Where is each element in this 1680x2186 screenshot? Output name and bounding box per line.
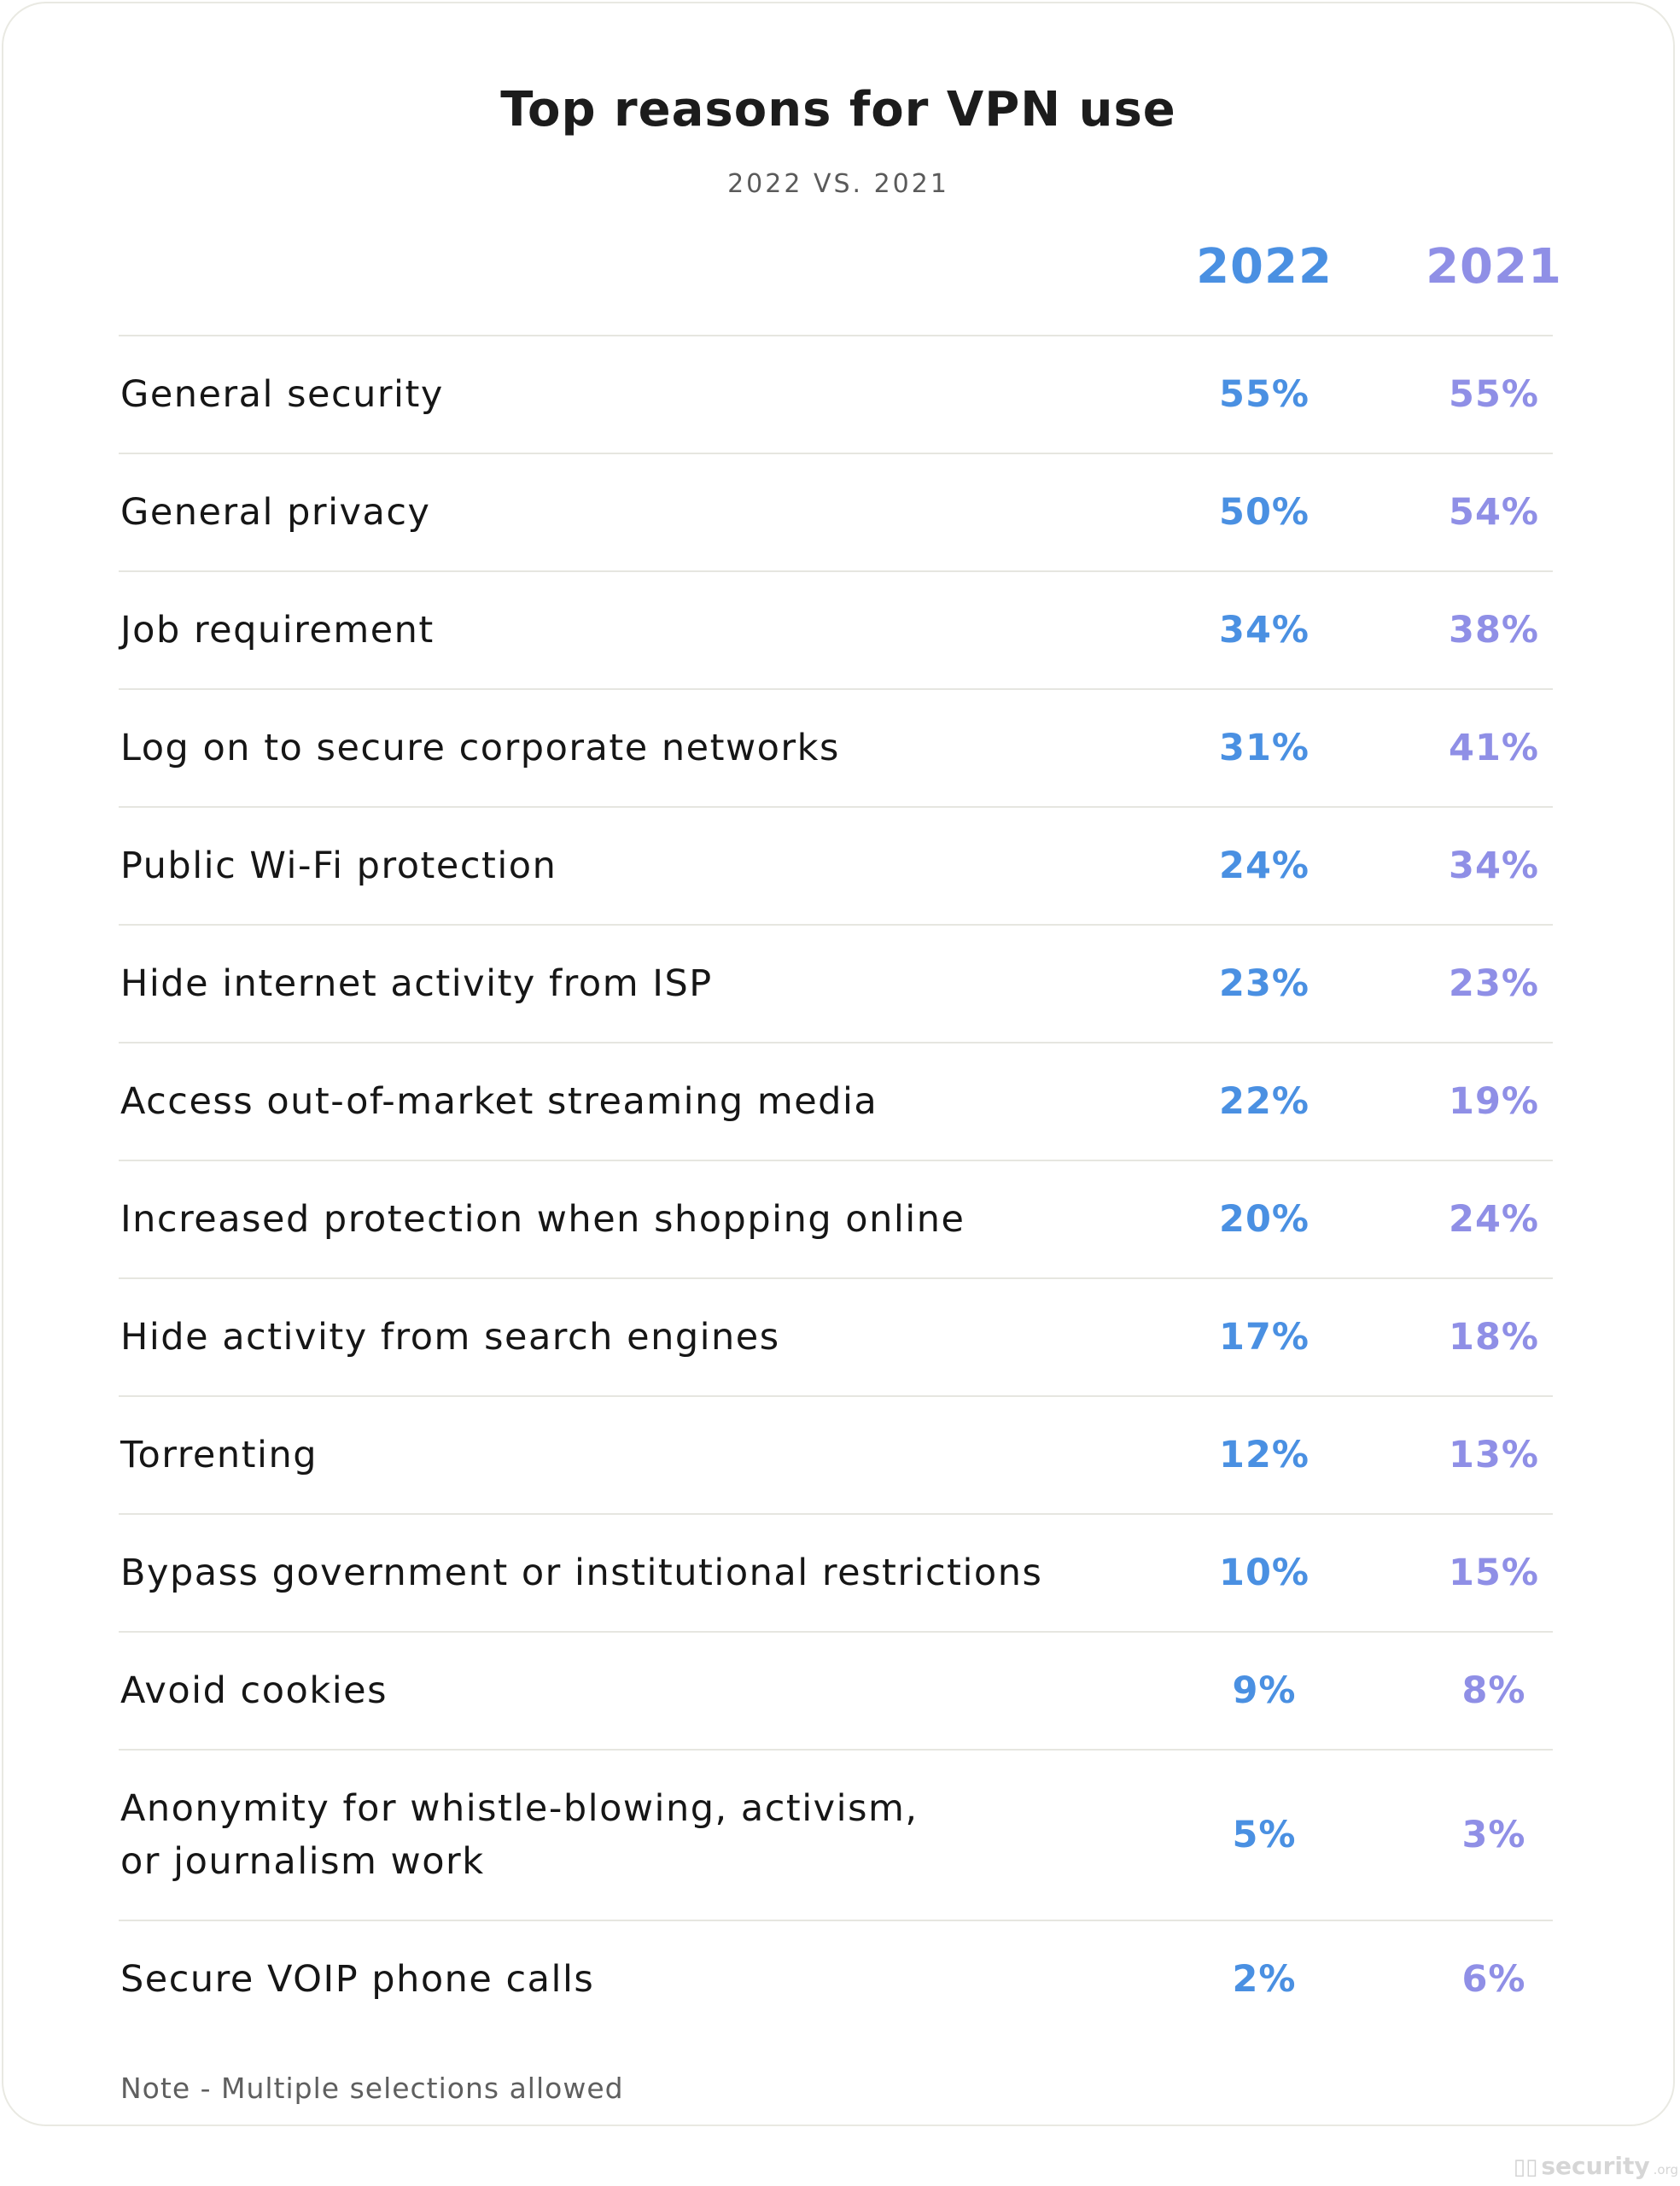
value-2021: 19%	[1449, 1080, 1539, 1123]
row-label: Increased protection when shopping onlin…	[120, 1161, 1162, 1277]
row-divider	[119, 453, 1553, 454]
table-row: Log on to secure corporate networks 31% 41…	[119, 690, 1553, 806]
value-2022: 17%	[1219, 1316, 1310, 1359]
table-row: Secure VOIP phone calls 2% 6%	[119, 1921, 1553, 2037]
logo-tld: .org	[1653, 2162, 1678, 2177]
row-label: Hide activity from search engines	[120, 1279, 1162, 1395]
row-divider	[119, 1277, 1553, 1279]
table-row: Anonymity for whistle-blowing, activism,…	[119, 1751, 1553, 1920]
value-2021: 3%	[1461, 1814, 1526, 1856]
value-2021: 34%	[1449, 845, 1539, 887]
row-label: General security	[120, 336, 1162, 453]
row-divider	[119, 1920, 1553, 1921]
value-2021: 15%	[1449, 1552, 1539, 1594]
row-label-text: Hide internet activity from ISP	[120, 962, 713, 1005]
value-2021: 18%	[1449, 1316, 1539, 1359]
row-label-text: Bypass government or institutional restr…	[120, 1552, 1043, 1594]
value-2021: 38%	[1449, 609, 1539, 652]
table-row: Access out-of-market streaming media 22% 1…	[119, 1043, 1553, 1160]
row-divider	[119, 1513, 1553, 1515]
value-2022: 50%	[1219, 491, 1310, 534]
value-2021: 23%	[1449, 962, 1539, 1005]
row-divider	[119, 1395, 1553, 1397]
row-label: Torrenting	[120, 1397, 1162, 1513]
table-row: Bypass government or institutional restr…	[119, 1515, 1553, 1631]
value-2022: 34%	[1219, 609, 1310, 652]
row-label: Avoid cookies	[120, 1633, 1162, 1749]
row-label-text: Access out-of-market streaming media	[120, 1080, 878, 1123]
column-header-2021: 2021	[1426, 239, 1562, 295]
value-2022: 24%	[1219, 845, 1310, 887]
row-label: Log on to secure corporate networks	[120, 690, 1162, 806]
row-label-text: Secure VOIP phone calls	[120, 1958, 595, 2001]
logo-text: security	[1541, 2152, 1650, 2180]
row-label-text: Job requirement	[120, 609, 435, 652]
row-label: Public Wi-Fi protection	[120, 808, 1162, 924]
value-2021: 6%	[1461, 1958, 1526, 2001]
row-label: Anonymity for whistle-blowing, activism,…	[120, 1751, 1162, 1920]
table-row: Hide internet activity from ISP 23% 23%	[119, 926, 1553, 1042]
row-divider	[119, 924, 1553, 926]
table-row: General security 55% 55%	[119, 336, 1553, 453]
value-2021: 8%	[1461, 1669, 1526, 1712]
table-row: General privacy 50% 54%	[119, 454, 1553, 570]
value-2022: 22%	[1219, 1080, 1310, 1123]
row-label: Bypass government or institutional restr…	[120, 1515, 1162, 1631]
value-2021: 41%	[1449, 727, 1539, 769]
row-divider	[119, 1631, 1553, 1633]
row-label-text: General security	[120, 373, 444, 416]
row-divider	[119, 570, 1553, 572]
row-label-text: Log on to secure corporate networks	[120, 727, 840, 769]
value-2022: 10%	[1219, 1552, 1310, 1594]
value-2022: 5%	[1232, 1814, 1297, 1856]
brand-logo: ▯▯ security .org	[1514, 2152, 1678, 2180]
row-divider	[119, 335, 1553, 336]
row-divider	[119, 1042, 1553, 1043]
value-2022: 55%	[1219, 373, 1310, 416]
row-label-text: Public Wi-Fi protection	[120, 845, 557, 887]
chart-card: Top reasons for VPN use 2022 VS. 2021 20…	[2, 2, 1675, 2126]
row-divider	[119, 1749, 1553, 1751]
chart-subtitle: 2022 VS. 2021	[727, 169, 949, 199]
value-2022: 9%	[1232, 1669, 1297, 1712]
row-divider	[119, 1160, 1553, 1161]
value-2022: 2%	[1232, 1958, 1297, 2001]
row-label-text: Avoid cookies	[120, 1669, 388, 1712]
column-header-2022: 2022	[1196, 239, 1333, 295]
row-label-text: Anonymity for whistle-blowing, activism,	[120, 1787, 919, 1830]
row-label-text: Increased protection when shopping onlin…	[120, 1198, 965, 1241]
row-label: Secure VOIP phone calls	[120, 1921, 1162, 2037]
chart-title: Top reasons for VPN use	[500, 82, 1176, 137]
value-2021: 24%	[1449, 1198, 1539, 1241]
table-row: Job requirement 34% 38%	[119, 572, 1553, 688]
value-2021: 55%	[1449, 373, 1539, 416]
row-label: Hide internet activity from ISP	[120, 926, 1162, 1042]
value-2022: 31%	[1219, 727, 1310, 769]
footnote: Note - Multiple selections allowed	[120, 2072, 624, 2105]
row-label-text-line2: or journalism work	[120, 1840, 485, 1883]
table-row: Torrenting 12% 13%	[119, 1397, 1553, 1513]
value-2022: 20%	[1219, 1198, 1310, 1241]
row-label: General privacy	[120, 454, 1162, 570]
value-2021: 54%	[1449, 491, 1539, 534]
row-label-text: General privacy	[120, 491, 431, 534]
row-label: Access out-of-market streaming media	[120, 1043, 1162, 1160]
value-2022: 12%	[1219, 1434, 1310, 1476]
row-label-text: Hide activity from search engines	[120, 1316, 780, 1359]
logo-icon: ▯▯	[1513, 2154, 1538, 2180]
value-2022: 23%	[1219, 962, 1310, 1005]
table-row: Hide activity from search engines 17% 18%	[119, 1279, 1553, 1395]
row-label-text: Torrenting	[120, 1434, 318, 1476]
table-row: Avoid cookies 9% 8%	[119, 1633, 1553, 1749]
row-label: Job requirement	[120, 572, 1162, 688]
table-row: Public Wi-Fi protection 24% 34%	[119, 808, 1553, 924]
row-divider	[119, 688, 1553, 690]
row-divider	[119, 806, 1553, 808]
value-2021: 13%	[1449, 1434, 1539, 1476]
table-row: Increased protection when shopping onlin…	[119, 1161, 1553, 1277]
